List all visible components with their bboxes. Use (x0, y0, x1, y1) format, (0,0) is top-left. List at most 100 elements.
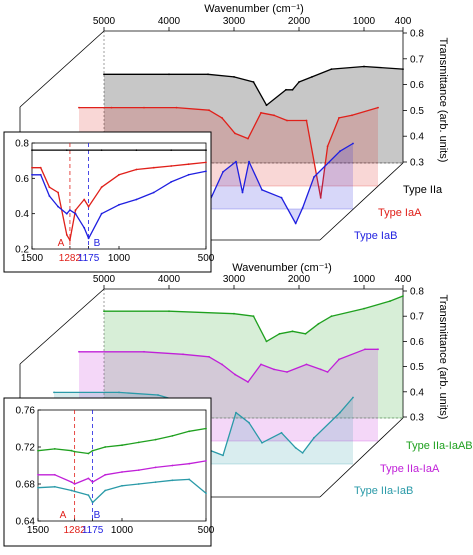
bottom-series-0-point-9 (330, 315, 333, 318)
bottom-z-tick-label-0: 0.8 (410, 287, 424, 298)
bottom-inset-series-1-point-9 (154, 466, 157, 469)
top-x-tick-label-1: 4000 (158, 16, 181, 27)
top-inset-marker-b: B (94, 238, 101, 249)
bottom-z-tick-label-5: 0.3 (410, 413, 424, 424)
bottom-inset-x-tick-label-2: 1175 (82, 525, 104, 536)
top-inset-y-tick-label-1: 0.6 (15, 174, 29, 185)
top-x-tick-label-3: 2000 (288, 16, 311, 27)
top-inset-marker-a: A (58, 238, 65, 249)
top-inset-series-1-point-13 (170, 165, 173, 167)
bottom-series-1-point-12 (326, 371, 329, 373)
bottom-series-0-point-8 (317, 322, 320, 325)
top-inset-series-2-point-11 (135, 198, 138, 201)
top-inset-series-0-point-0 (31, 149, 33, 152)
top-series-2-point-14 (294, 222, 297, 225)
top-inset-series-2-point-5 (69, 209, 71, 212)
top-inset-series-2-point-2 (48, 195, 51, 197)
top-inset-series-0-point-3 (135, 149, 138, 152)
bottom-inset-series-1-point-5 (91, 481, 94, 483)
bottom-series-1-point-1 (143, 350, 145, 353)
bottom-series-2-point-9 (261, 441, 263, 444)
bottom-inset-x-tick-label-4: 500 (198, 525, 215, 536)
bottom-inset-series-1-point-3 (73, 483, 76, 485)
bottom-series-1-point-15 (377, 348, 379, 351)
bottom-inset-series-0-point-1 (53, 448, 56, 450)
bottom-series-1-point-13 (338, 358, 340, 361)
bottom-series-0-point-10 (363, 307, 365, 310)
top-inset-series-1-point-6 (74, 209, 77, 212)
top-series-0-point-7 (291, 88, 294, 91)
top-inset-series-0-point-4 (170, 149, 173, 152)
top-series-2-point-8 (222, 171, 224, 173)
bottom-inset-y-tick-label-2: 0.68 (16, 480, 36, 491)
bottom-series-label-1: Type IIa-IaA (380, 463, 440, 475)
bottom-series-line-1 (79, 348, 378, 383)
bottom-series-1-point-7 (260, 363, 262, 366)
top-inset-series-line-1 (32, 161, 207, 241)
bottom-x-tick-label-0: 5000 (93, 274, 116, 285)
bottom-inset-series-2-point-4 (87, 494, 90, 496)
top-inset-series-1-point-1 (39, 166, 42, 169)
bottom-inset-series-0-point-11 (188, 430, 191, 433)
top-inset-series-2-point-13 (170, 181, 173, 183)
bottom-inset-series-1-point-1 (53, 473, 56, 476)
top-inset-series-1-point-0 (31, 166, 33, 169)
bottom-inset-series-2-point-9 (154, 481, 157, 483)
top-series-0-point-8 (298, 81, 300, 83)
bottom-inset-series-2-point-2 (70, 489, 73, 492)
bottom-series-2-point-15 (352, 396, 354, 399)
top-series-1-point-2 (143, 106, 145, 109)
top-series-1-point-7 (247, 137, 249, 140)
top-series-1-point-8 (260, 111, 262, 114)
bottom-inset-series-0-point-2 (70, 449, 73, 452)
top-series-1-point-14 (338, 117, 340, 119)
bottom-series-2-point-14 (339, 411, 341, 414)
top-series-1-point-1 (110, 106, 113, 109)
top-series-0-point-4 (252, 81, 255, 83)
bottom-z-tick-label-1: 0.7 (410, 312, 424, 323)
bottom-inset-series-0-point-4 (87, 452, 90, 455)
top-inset-series-2-point-4 (65, 212, 68, 215)
top-inset-series-1-point-9 (100, 186, 103, 189)
top-x-axis: 5000 4000 3000 2000 1000 400 (93, 16, 412, 31)
bottom-front-top-edge (19, 288, 105, 365)
top-z-tick-label-4: 0.4 (410, 132, 424, 143)
top-series-0-point-1 (168, 73, 170, 76)
bottom-x-tick-label-3: 2000 (288, 274, 311, 285)
bottom-slice-fill-0 (104, 296, 403, 418)
top-series-0-point-9 (311, 76, 313, 78)
bottom-inset-lines (37, 427, 207, 504)
top-series-2-point-17 (339, 150, 341, 153)
bottom-inset-series-1-point-11 (188, 462, 191, 465)
bottom-inset-series-2-point-10 (171, 479, 174, 482)
bottom-inset-x-tick-label-0: 1500 (27, 525, 50, 536)
bottom-x-axis: 5000 4000 3000 2000 1000 400 (93, 274, 412, 289)
top-z-axis: 0.8 0.7 0.6 0.5 0.4 0.3 (403, 29, 424, 169)
bottom-series-1-point-10 (305, 363, 308, 366)
top-x-tick-label-4: 1000 (353, 16, 376, 27)
bottom-z-tick-label-3: 0.5 (410, 362, 424, 373)
bottom-series-0-point-7 (304, 332, 307, 335)
bottom-series-1-point-8 (273, 368, 275, 371)
bottom-inset-marker-a: A (60, 510, 67, 521)
top-inset-lines (31, 149, 207, 242)
top-series-1-point-5 (221, 117, 223, 119)
top-series-0-point-12 (402, 68, 404, 70)
top-series-0-point-3 (233, 76, 235, 78)
top-inset-y-tick-label-3: 0.2 (15, 245, 29, 256)
top-series-1-point-4 (208, 109, 210, 112)
top-inset-x-tick-label-4: 500 (198, 253, 215, 264)
bottom-series-1-point-0 (78, 350, 80, 353)
top-inset-series-0-point-2 (100, 149, 103, 152)
top-inset-series-1-point-10 (118, 173, 120, 176)
bottom-inset-y-tick-label-3: 0.64 (16, 517, 36, 528)
bottom-inset-series-2-point-12 (205, 492, 207, 495)
bottom-x-tick-label-2: 3000 (223, 274, 246, 285)
top-x-axis-label: Wavenumber (cm⁻¹) (204, 3, 304, 15)
bottom-series-2-point-0 (53, 391, 55, 394)
bottom-inset-series-1-point-4 (87, 477, 90, 480)
bottom-series-label-2: Type IIa-IaB (354, 485, 413, 497)
